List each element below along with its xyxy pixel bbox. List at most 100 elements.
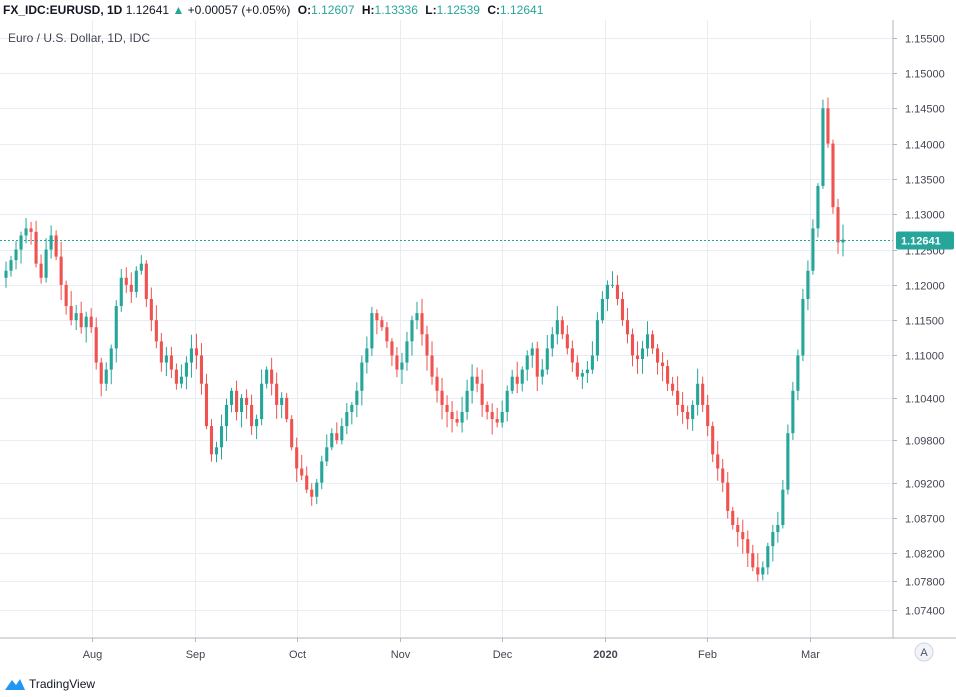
candle[interactable]: [285, 392, 289, 423]
candle[interactable]: [490, 403, 494, 435]
candle[interactable]: [575, 355, 579, 380]
candle[interactable]: [560, 316, 564, 340]
candle[interactable]: [716, 441, 720, 481]
candle[interactable]: [535, 341, 539, 392]
candle[interactable]: [801, 288, 805, 362]
candle[interactable]: [270, 357, 274, 396]
candle[interactable]: [219, 414, 224, 460]
candle[interactable]: [380, 316, 384, 331]
candle[interactable]: [199, 343, 204, 395]
candle[interactable]: [24, 218, 28, 244]
candle[interactable]: [545, 335, 549, 375]
candle[interactable]: [275, 372, 279, 419]
candle[interactable]: [620, 291, 625, 326]
candle[interactable]: [590, 341, 594, 374]
candle[interactable]: [480, 369, 484, 417]
candle[interactable]: [280, 392, 284, 419]
auto-scale-label[interactable]: A: [920, 647, 928, 659]
candle[interactable]: [836, 198, 840, 254]
candle[interactable]: [340, 418, 344, 445]
candle[interactable]: [335, 422, 339, 445]
candle[interactable]: [495, 407, 499, 428]
candle[interactable]: [605, 280, 609, 312]
candle[interactable]: [721, 458, 725, 493]
candle[interactable]: [54, 230, 58, 261]
candle[interactable]: [650, 330, 655, 354]
candle[interactable]: [345, 403, 349, 435]
candle[interactable]: [671, 376, 675, 396]
candle[interactable]: [405, 331, 409, 371]
candle[interactable]: [831, 139, 835, 214]
candle[interactable]: [169, 346, 173, 379]
candle[interactable]: [640, 340, 645, 374]
candle[interactable]: [255, 414, 259, 440]
candle[interactable]: [485, 401, 489, 420]
candle[interactable]: [184, 356, 188, 390]
candle[interactable]: [260, 369, 264, 426]
candle[interactable]: [390, 338, 394, 366]
candle[interactable]: [139, 255, 143, 275]
candle[interactable]: [470, 364, 474, 404]
candle[interactable]: [245, 389, 249, 419]
candle[interactable]: [79, 301, 83, 334]
candle[interactable]: [570, 340, 574, 372]
candle[interactable]: [4, 261, 8, 288]
candle[interactable]: [676, 376, 680, 416]
candle[interactable]: [189, 334, 193, 378]
candle[interactable]: [154, 305, 158, 349]
candle[interactable]: [124, 267, 128, 293]
candle[interactable]: [600, 291, 604, 324]
candles[interactable]: [4, 97, 845, 582]
candle[interactable]: [706, 395, 710, 437]
candle[interactable]: [204, 373, 209, 430]
candle[interactable]: [164, 347, 168, 377]
candle[interactable]: [510, 369, 514, 394]
candle[interactable]: [265, 366, 269, 389]
brand-name[interactable]: TradingView: [29, 677, 96, 691]
auto-scale-button[interactable]: A: [914, 642, 934, 662]
candle[interactable]: [475, 367, 479, 393]
candle[interactable]: [505, 385, 509, 422]
candle[interactable]: [149, 287, 153, 332]
candle[interactable]: [240, 393, 244, 428]
candle[interactable]: [746, 530, 750, 568]
price-axis[interactable]: 1.15500 1.15000 1.14500 1.14000 1.13500 1.130…: [893, 34, 945, 618]
candle[interactable]: [360, 355, 364, 406]
candle[interactable]: [645, 321, 650, 357]
candle[interactable]: [771, 524, 775, 562]
candle[interactable]: [94, 317, 98, 370]
candle[interactable]: [134, 266, 138, 298]
candle[interactable]: [826, 97, 830, 148]
candle[interactable]: [385, 322, 389, 349]
candle[interactable]: [179, 364, 183, 389]
candle[interactable]: [74, 304, 78, 330]
candle[interactable]: [445, 395, 449, 428]
candle[interactable]: [736, 517, 740, 547]
candle[interactable]: [59, 241, 63, 301]
candle[interactable]: [89, 308, 93, 334]
candle[interactable]: [234, 380, 239, 421]
candle[interactable]: [661, 352, 665, 382]
candle[interactable]: [34, 220, 38, 268]
candle[interactable]: [686, 405, 690, 430]
candle[interactable]: [696, 368, 700, 416]
candle[interactable]: [580, 369, 584, 389]
candle[interactable]: [84, 311, 88, 343]
candle[interactable]: [635, 341, 640, 374]
candle[interactable]: [515, 361, 519, 394]
candle[interactable]: [781, 479, 785, 529]
candle[interactable]: [29, 221, 33, 245]
candle[interactable]: [691, 400, 695, 431]
candle[interactable]: [400, 352, 404, 384]
candle[interactable]: [415, 301, 419, 330]
candle[interactable]: [741, 519, 745, 554]
candle[interactable]: [325, 434, 329, 466]
candle[interactable]: [786, 424, 790, 495]
candle[interactable]: [465, 379, 469, 420]
candle[interactable]: [796, 349, 800, 401]
candle[interactable]: [320, 455, 324, 490]
candle[interactable]: [300, 454, 304, 481]
candle[interactable]: [455, 410, 459, 427]
candle[interactable]: [64, 280, 68, 315]
candle[interactable]: [9, 255, 13, 277]
